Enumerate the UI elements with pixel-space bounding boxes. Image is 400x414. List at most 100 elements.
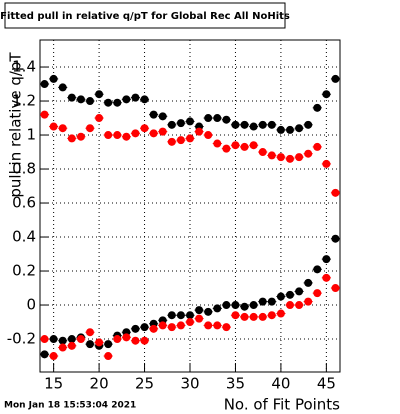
point (276, 309, 285, 318)
title-box (4, 2, 286, 29)
point (295, 301, 304, 310)
point (240, 142, 249, 151)
point (86, 340, 94, 349)
point (213, 114, 222, 123)
point (267, 120, 276, 129)
point (86, 124, 94, 133)
point (195, 314, 204, 323)
point (76, 95, 85, 104)
point (58, 124, 67, 133)
y-tick-label: -0.2 (7, 330, 36, 348)
x-tick-label: 15 (44, 375, 63, 393)
point (204, 321, 213, 330)
point (204, 114, 213, 123)
point (286, 154, 294, 163)
point (158, 321, 167, 330)
point (140, 323, 149, 332)
point (186, 117, 194, 126)
point (258, 312, 267, 321)
point (222, 115, 231, 124)
point (213, 321, 222, 330)
point (131, 129, 140, 138)
point (122, 333, 131, 342)
point (49, 352, 58, 361)
point (186, 134, 194, 143)
point (258, 148, 267, 157)
point (167, 137, 176, 146)
point (313, 103, 322, 112)
chart-title: Fitted pull in relative q/pT for Global … (0, 11, 290, 22)
point (304, 149, 313, 158)
point (231, 311, 240, 320)
point (58, 83, 67, 92)
point (86, 97, 94, 106)
point (76, 132, 85, 141)
y-axis-label: pull in relative q/pT (7, 52, 25, 198)
point (195, 127, 204, 136)
point (167, 311, 176, 320)
point (131, 336, 140, 345)
point (240, 120, 249, 129)
point (149, 110, 158, 119)
point (58, 336, 67, 345)
point (67, 134, 76, 143)
point (231, 120, 240, 129)
point (167, 120, 176, 129)
y-tick-label: 0.4 (12, 228, 36, 246)
point (158, 112, 167, 121)
point (322, 255, 331, 264)
point (322, 159, 331, 168)
x-tick-label: 30 (180, 375, 199, 393)
point (131, 93, 140, 102)
point (231, 141, 240, 150)
point (322, 273, 331, 282)
point (240, 302, 249, 311)
point (276, 125, 285, 134)
timestamp: Mon Jan 18 15:53:04 2021 (4, 401, 136, 411)
point (131, 324, 140, 333)
point (149, 129, 158, 138)
x-axis-label: No. of Fit Points (224, 396, 340, 414)
point (176, 136, 185, 145)
point (40, 80, 49, 89)
point (331, 234, 340, 243)
point (140, 95, 149, 104)
point (104, 340, 113, 349)
point (258, 120, 267, 129)
point (176, 119, 185, 128)
point (113, 131, 122, 140)
point (140, 124, 149, 133)
point (331, 188, 340, 197)
point (176, 311, 185, 320)
point (104, 352, 113, 361)
point (231, 301, 240, 310)
point (186, 318, 194, 327)
x-tick-label: 35 (226, 375, 245, 393)
point (249, 122, 258, 131)
point (67, 93, 76, 102)
point (122, 95, 131, 104)
point (176, 321, 185, 330)
point (40, 335, 49, 344)
point (258, 297, 267, 306)
y-tick-label: 0.6 (12, 194, 36, 212)
x-tick-label: 25 (135, 375, 154, 393)
point (140, 336, 149, 345)
point (249, 312, 258, 321)
y-tick-label: 0.2 (12, 262, 36, 280)
point (40, 350, 49, 359)
y-tick-label: 1.4 (12, 58, 36, 76)
y-tick-label: 0.8 (12, 160, 36, 178)
point (304, 120, 313, 129)
point (286, 125, 294, 134)
point (195, 306, 204, 315)
point (286, 301, 294, 310)
point (267, 311, 276, 320)
point (304, 297, 313, 306)
point (267, 297, 276, 306)
y-tick-label: 1 (26, 126, 36, 144)
point (113, 335, 122, 344)
point (222, 323, 231, 332)
point (276, 292, 285, 301)
